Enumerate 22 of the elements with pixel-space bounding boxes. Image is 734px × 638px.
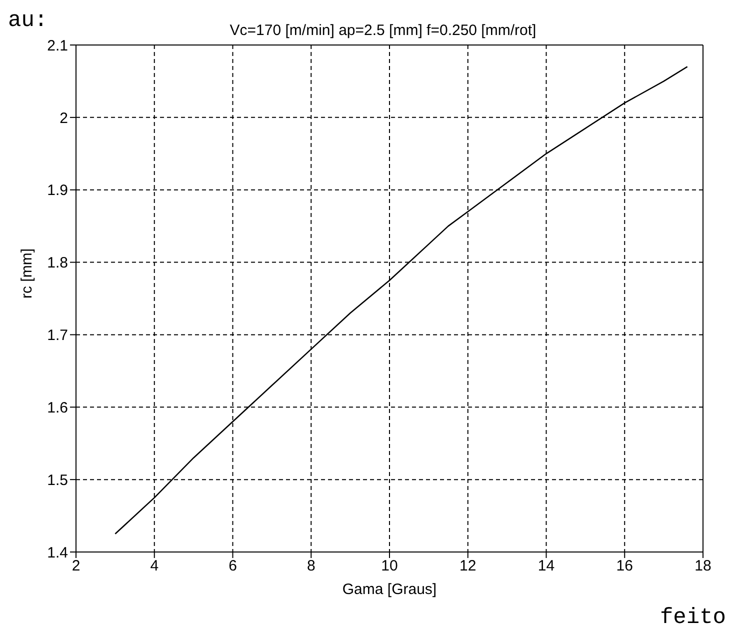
x-tick-label: 8 xyxy=(306,558,316,575)
x-axis-title: Gama [Graus] xyxy=(342,581,437,598)
x-tick-label: 6 xyxy=(228,558,237,575)
text: feito xyxy=(660,605,726,630)
x-tick-label: 18 xyxy=(694,558,712,575)
y-tick-label: 1.4 xyxy=(47,544,68,562)
text: au: xyxy=(8,8,48,33)
y-tick-label: 1.5 xyxy=(47,472,68,489)
y-tick-label: 1.9 xyxy=(47,182,68,200)
y-tick-label: 1.7 xyxy=(47,327,68,344)
y-tick-label: 2.1 xyxy=(47,37,68,54)
x-tick-label: 10 xyxy=(381,558,398,575)
x-tick-label: 12 xyxy=(460,558,476,575)
y-tick-label: 1.8 xyxy=(47,254,68,272)
y-tick-label: 1.6 xyxy=(47,399,68,416)
y-tick-label: 2 xyxy=(60,110,68,127)
x-tick-label: 4 xyxy=(150,558,159,575)
chart-title: Vc=170 [m/min] ap=2.5 [mm] f=0.250 [mm/rot] xyxy=(228,22,538,39)
x-tick-label: 16 xyxy=(616,558,633,575)
x-tick-label: 14 xyxy=(538,558,555,575)
x-tick-label: 2 xyxy=(72,558,80,575)
y-axis-title: rc [mm] xyxy=(18,248,36,298)
